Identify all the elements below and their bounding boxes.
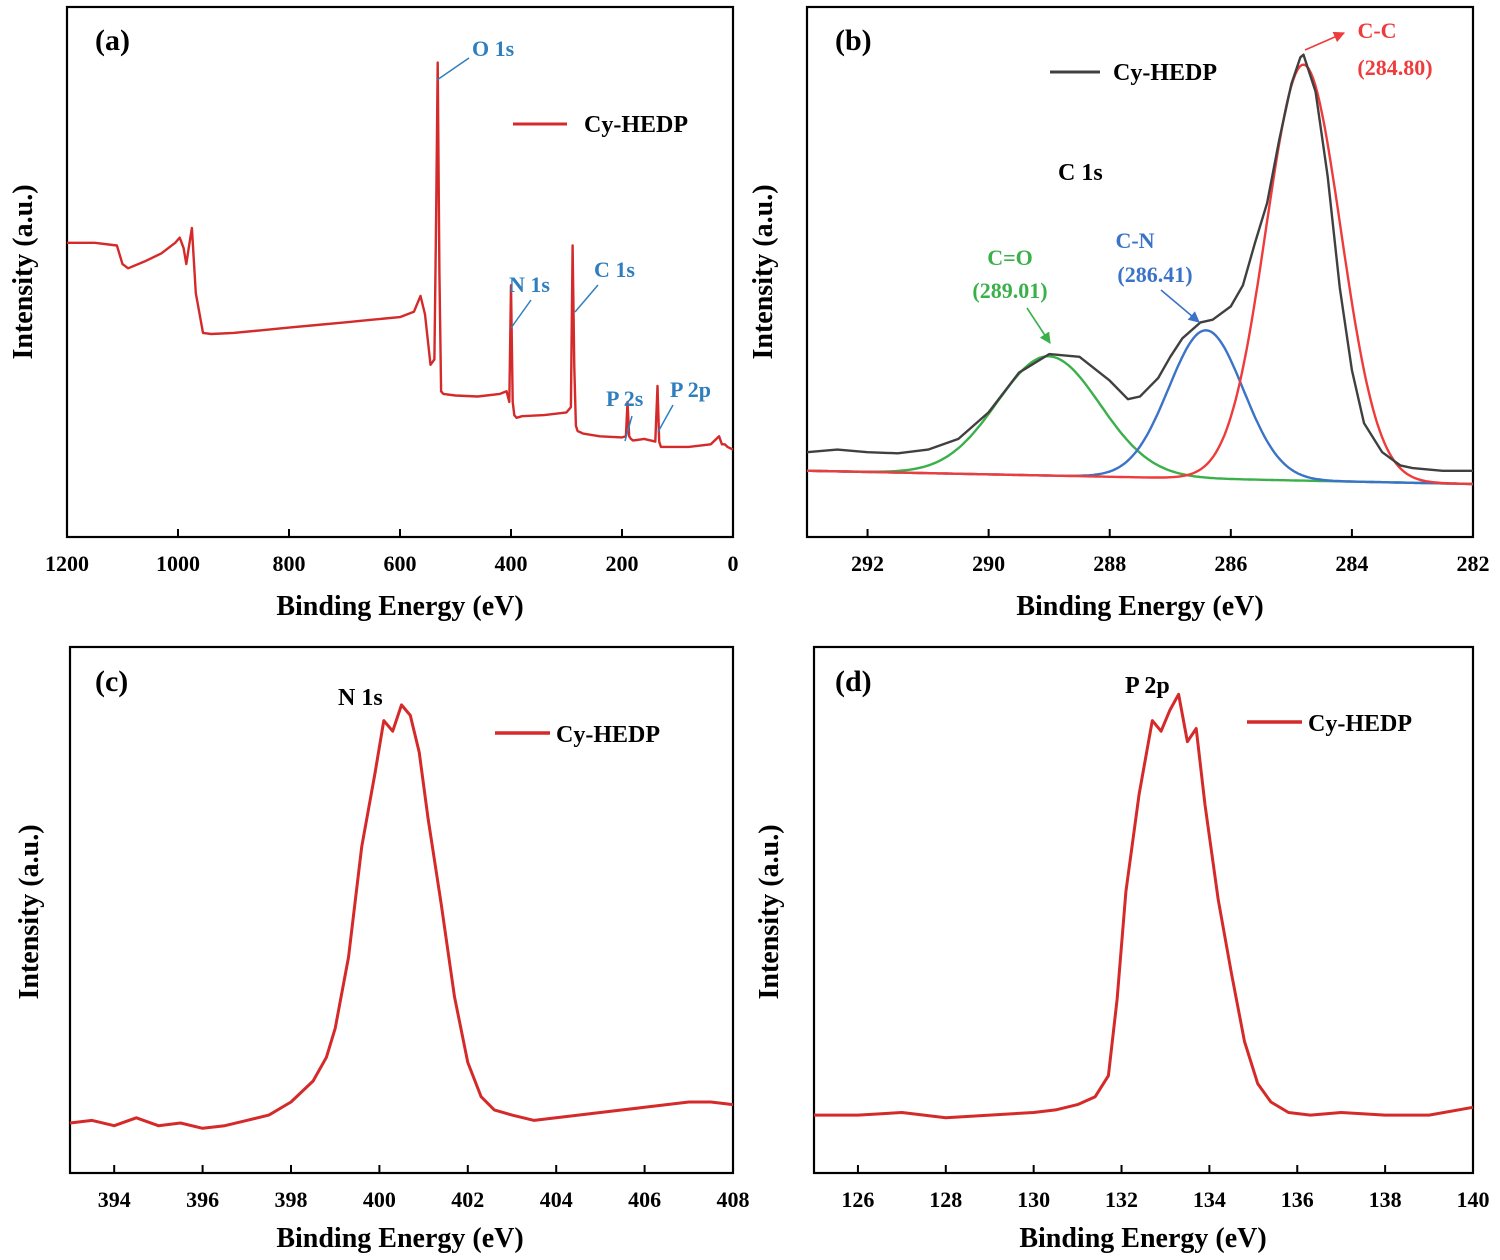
- x-axis-ticks: 1200 1000 800 600 400 200 0: [45, 529, 739, 576]
- panel-label: (d): [835, 665, 872, 698]
- series-line-cy-hedp: [69, 703, 734, 1130]
- leader-line-o1s: [436, 57, 470, 81]
- arrow-c-c: [1304, 31, 1346, 51]
- leader-line-n1s: [510, 299, 532, 329]
- panel-d: 126 128 130 132 134 136 138 140 (d) Binding Ene…: [754, 645, 1490, 1254]
- peak-label-c1s: C 1s: [594, 257, 635, 282]
- legend-label: Cy-HEDP: [584, 112, 688, 138]
- series-line-cy-hedp: [806, 53, 1473, 472]
- x-axis-label: Binding Energy (eV): [276, 1223, 523, 1254]
- arrow-c-o: [1026, 307, 1051, 344]
- legend-label: Cy-HEDP: [556, 722, 660, 748]
- component-value-c-o: (289.01): [972, 278, 1047, 303]
- x-tick-label: 402: [451, 1187, 484, 1212]
- x-tick-label: 398: [275, 1187, 308, 1212]
- x-axis-label: Binding Energy (eV): [1016, 591, 1263, 622]
- panel-a: 1200 1000 800 600 400 200 0 (a) Binding Energy…: [8, 5, 739, 622]
- x-tick-label: 140: [1457, 1187, 1490, 1212]
- plot-frame: [805, 5, 1475, 539]
- x-tick-label: 0: [728, 551, 739, 576]
- x-axis-label: Binding Energy (eV): [276, 591, 523, 622]
- x-tick-label: 400: [495, 551, 528, 576]
- panel-b: 292 290 288 286 284 282 (b) Binding Energy (e…: [748, 5, 1490, 622]
- series-line-cy-hedp: [814, 692, 1474, 1120]
- arrow-c-n: [1160, 289, 1200, 323]
- legend-label: Cy-HEDP: [1308, 711, 1412, 737]
- component-label-c-n: C-N: [1115, 228, 1154, 253]
- component-value-c-n: (286.41): [1117, 262, 1192, 287]
- peak-label-p2s: P 2s: [606, 386, 644, 411]
- x-tick-label: 400: [363, 1187, 396, 1212]
- x-tick-label: 288: [1093, 551, 1126, 576]
- legend-label: Cy-HEDP: [1113, 60, 1217, 86]
- x-tick-label: 286: [1214, 551, 1247, 576]
- peak-label-o1s: O 1s: [472, 36, 515, 61]
- x-tick-label: 408: [717, 1187, 750, 1212]
- x-axis-ticks: 126 128 130 132 134 136 138 140: [841, 1165, 1490, 1212]
- x-tick-label: 282: [1457, 551, 1490, 576]
- plot-frame: [68, 645, 735, 1175]
- component-label-c-o: C=O: [987, 245, 1033, 270]
- x-tick-label: 1000: [156, 551, 200, 576]
- y-axis-label: Intensity (a.u.): [8, 184, 39, 359]
- peak-label-p2p: P 2p: [1125, 673, 1170, 699]
- leader-line-c1s: [574, 284, 599, 313]
- component-curve-c-c: [807, 63, 1474, 486]
- panel-label: (b): [835, 24, 872, 57]
- y-axis-label: Intensity (a.u.): [748, 184, 779, 359]
- x-tick-label: 134: [1193, 1187, 1226, 1212]
- x-tick-label: 600: [384, 551, 417, 576]
- x-tick-label: 800: [273, 551, 306, 576]
- x-tick-label: 292: [851, 551, 884, 576]
- x-tick-label: 1200: [45, 551, 89, 576]
- peak-label-p2p: P 2p: [670, 377, 711, 402]
- x-tick-label: 404: [540, 1187, 573, 1212]
- x-tick-label: 136: [1281, 1187, 1314, 1212]
- component-curve-c-o: [806, 355, 1473, 486]
- peak-label-n1s: N 1s: [338, 685, 383, 711]
- chart-title: C 1s: [1058, 160, 1103, 186]
- x-axis-ticks: 292 290 288 286 284 282: [851, 529, 1490, 576]
- panel-label: (a): [95, 24, 130, 57]
- x-axis-label: Binding Energy (eV): [1019, 1223, 1266, 1254]
- series-line-cy-hedp: [67, 61, 734, 451]
- y-axis-label: Intensity (a.u.): [14, 824, 45, 999]
- x-tick-label: 200: [606, 551, 639, 576]
- x-tick-label: 290: [972, 551, 1005, 576]
- x-tick-label: 284: [1335, 551, 1368, 576]
- y-axis-label: Intensity (a.u.): [754, 824, 785, 999]
- component-label-c-c: C-C: [1357, 18, 1396, 43]
- leader-line-p2p: [657, 404, 674, 433]
- x-axis-ticks: 394 396 398 400 402 404 406 408: [98, 1165, 750, 1212]
- x-tick-label: 132: [1105, 1187, 1138, 1212]
- panel-label: (c): [95, 665, 128, 698]
- x-tick-label: 130: [1017, 1187, 1050, 1212]
- leader-line-p2s: [624, 415, 633, 442]
- x-tick-label: 394: [98, 1187, 131, 1212]
- peak-label-n1s: N 1s: [509, 272, 550, 297]
- x-tick-label: 396: [186, 1187, 219, 1212]
- x-tick-label: 138: [1369, 1187, 1402, 1212]
- plot-frame: [812, 645, 1475, 1175]
- x-tick-label: 406: [628, 1187, 661, 1212]
- component-value-c-c: (284.80): [1357, 55, 1432, 80]
- panel-c: 394 396 398 400 402 404 406 408 (c) Binding Ene…: [14, 645, 750, 1254]
- x-tick-label: 126: [841, 1187, 874, 1212]
- x-tick-label: 128: [929, 1187, 962, 1212]
